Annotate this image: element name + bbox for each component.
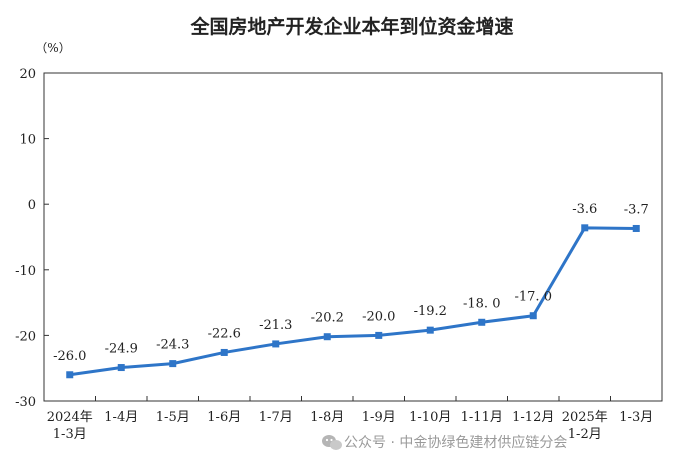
x-tick-label-line: 2024年 xyxy=(47,410,93,425)
data-label: -21.3 xyxy=(259,318,292,333)
x-tick-label-line: 1-3月 xyxy=(53,427,87,442)
data-point xyxy=(632,224,640,232)
y-tick-label: 10 xyxy=(19,133,36,148)
data-label: -18. 0 xyxy=(463,296,500,311)
data-label: -3.7 xyxy=(624,202,649,217)
data-point xyxy=(323,333,331,341)
x-tick-label-line: 1-7月 xyxy=(259,410,293,425)
data-point xyxy=(478,318,486,326)
y-tick-label: -30 xyxy=(15,395,36,410)
x-tick-label-line: 1-8月 xyxy=(310,410,344,425)
data-label: -17. 0 xyxy=(515,290,552,305)
series-line xyxy=(69,226,637,377)
data-point xyxy=(426,326,434,334)
x-tick-label: 1-12月 xyxy=(512,410,554,425)
y-tick-label: -20 xyxy=(15,329,36,344)
data-label: -22.6 xyxy=(208,326,241,341)
x-tick-label-line: 1-11月 xyxy=(461,410,503,425)
data-point xyxy=(220,348,228,356)
data-point xyxy=(117,364,125,372)
x-tick-label-line: 2025年 xyxy=(562,410,608,425)
x-tick-label-line: 1-4月 xyxy=(104,410,138,425)
data-label: -20.0 xyxy=(362,309,395,324)
x-tick-label: 1-3月 xyxy=(619,410,653,425)
watermark: 公众号 · 中金协绿色建材供应链分会 xyxy=(322,434,567,451)
y-tick-label: -10 xyxy=(15,264,36,279)
data-label: -24.9 xyxy=(105,342,138,357)
y-tick-label: 0 xyxy=(28,198,36,213)
x-tick-label-line: 1-9月 xyxy=(362,410,396,425)
x-tick-label: 1-6月 xyxy=(207,410,241,425)
x-tick-label: 1-11月 xyxy=(461,410,503,425)
x-tick-label: 1-10月 xyxy=(409,410,451,425)
axes: 20 10 0 -10 -20 -30 2024年 1-3月 1-4月 1-5月 1-6月 1-7月 1… xyxy=(15,67,663,442)
data-point xyxy=(169,360,177,368)
y-axis-unit: （%） xyxy=(35,41,70,55)
data-point xyxy=(66,371,74,379)
data-point xyxy=(272,340,280,348)
x-tick-label-line: 1-6月 xyxy=(207,410,241,425)
x-tick-label: 1-5月 xyxy=(156,410,190,425)
x-tick-label-line: 1-5月 xyxy=(156,410,190,425)
x-tick-label: 2024年 1-3月 xyxy=(47,410,93,442)
data-label: -19.2 xyxy=(414,304,447,319)
x-tick-label-line: 1-2月 xyxy=(568,427,602,442)
data-label: -20.2 xyxy=(311,311,344,326)
x-tick-label-line: 1-3月 xyxy=(619,410,653,425)
x-tick-label-line: 1-12月 xyxy=(512,410,554,425)
watermark-text: 公众号 · 中金协绿色建材供应链分会 xyxy=(344,434,567,451)
data-point xyxy=(375,331,383,339)
data-point xyxy=(581,224,589,232)
data-label: -3.6 xyxy=(572,202,597,217)
data-label: -24.3 xyxy=(156,338,189,353)
x-tick-label: 1-7月 xyxy=(259,410,293,425)
wechat-icon xyxy=(322,435,342,450)
x-tick-label: 1-4月 xyxy=(104,410,138,425)
x-tick-label: 1-8月 xyxy=(310,410,344,425)
y-tick-label: 20 xyxy=(19,67,36,82)
chart-title: 全国房地产开发企业本年到位资金增速 xyxy=(189,15,513,38)
x-tick-label: 2025年 1-2月 xyxy=(562,410,608,442)
x-tick-label-line: 1-10月 xyxy=(409,410,451,425)
series-marks xyxy=(66,224,640,379)
data-label: -26.0 xyxy=(53,349,86,364)
data-point xyxy=(529,312,537,320)
data-labels: -26.0 -24.9 -24.3 -22.6 -21.3 -20.2 -20.0 -19.2… xyxy=(53,202,649,364)
x-tick-label: 1-9月 xyxy=(362,410,396,425)
